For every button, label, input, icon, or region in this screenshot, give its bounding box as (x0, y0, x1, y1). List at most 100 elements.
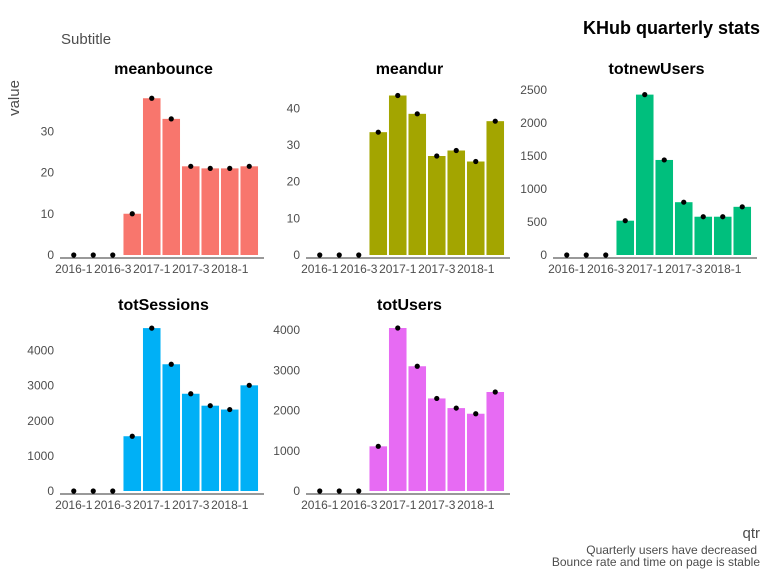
bar (201, 405, 220, 491)
x-tick-label: 2016-3 (340, 262, 378, 276)
data-point (622, 218, 628, 224)
bar (733, 206, 752, 255)
bar (142, 98, 161, 255)
data-point (720, 214, 726, 220)
panel-title: meanbounce (114, 61, 213, 78)
chart-title: KHub quarterly stats (583, 18, 760, 38)
x-tick-label: 2018-1 (211, 498, 249, 512)
y-tick-label: 1000 (27, 449, 54, 463)
x-tick-label: 2017-3 (418, 262, 456, 276)
x-tick-label: 2017-3 (665, 262, 703, 276)
y-tick-label: 4000 (273, 323, 300, 337)
x-tick-label: 2016-1 (55, 262, 93, 276)
data-point (129, 211, 135, 217)
panel-title: totUsers (377, 297, 442, 314)
bar (486, 121, 505, 256)
data-point (681, 199, 687, 205)
bar (447, 408, 466, 491)
data-point (375, 443, 381, 449)
y-tick-label: 1000 (273, 444, 300, 458)
data-point (317, 252, 323, 258)
data-point (492, 118, 498, 124)
data-point (168, 116, 174, 122)
bar (369, 446, 388, 491)
y-tick-label: 0 (540, 248, 547, 262)
data-point (188, 391, 194, 397)
bar (616, 220, 635, 255)
bar (240, 166, 259, 255)
bar (220, 168, 239, 255)
bar (447, 150, 466, 255)
y-tick-label: 20 (287, 175, 301, 189)
data-point (71, 488, 77, 494)
data-point (71, 252, 77, 258)
y-tick-label: 0 (47, 248, 54, 262)
bar (220, 409, 239, 491)
x-tick-label: 2017-1 (379, 262, 417, 276)
x-tick-label: 2016-1 (548, 262, 586, 276)
x-tick-label: 2018-1 (211, 262, 249, 276)
x-tick-label: 2018-1 (704, 262, 742, 276)
x-tick-label: 2018-1 (457, 262, 495, 276)
y-tick-label: 500 (527, 215, 547, 229)
data-point (188, 163, 194, 169)
x-tick-label: 2017-1 (379, 498, 417, 512)
x-tick-label: 2017-3 (172, 262, 210, 276)
y-tick-label: 3000 (273, 363, 300, 377)
bar (123, 436, 142, 491)
data-point (395, 325, 401, 331)
x-tick-label: 2017-1 (133, 262, 171, 276)
data-point (473, 158, 479, 165)
data-point (207, 165, 213, 171)
data-point (207, 403, 213, 409)
data-point (149, 325, 155, 331)
bar (466, 161, 485, 255)
y-tick-label: 20 (41, 166, 55, 180)
data-point (317, 488, 323, 494)
data-point (564, 252, 570, 258)
data-point (129, 433, 135, 439)
data-point (739, 204, 745, 210)
bar (408, 366, 427, 491)
data-point (227, 406, 233, 413)
data-point (642, 92, 648, 98)
bar (181, 166, 200, 255)
data-point (414, 363, 420, 369)
data-point (492, 389, 498, 395)
bar (369, 132, 388, 255)
bar (388, 328, 407, 491)
bar (123, 213, 142, 255)
bar (655, 159, 674, 255)
x-tick-label: 2016-1 (301, 498, 339, 512)
y-tick-label: 10 (41, 207, 55, 221)
y-tick-label: 30 (41, 124, 55, 138)
data-point (227, 165, 233, 171)
data-point (336, 488, 342, 494)
bar (162, 364, 181, 491)
panel-title: totSessions (118, 297, 209, 314)
chart-subtitle: Subtitle (61, 31, 111, 48)
data-point (434, 395, 440, 402)
caption-line-2: Bounce rate and time on page is stable (552, 555, 760, 569)
y-tick-label: 4000 (27, 344, 54, 358)
y-tick-label: 1000 (520, 182, 547, 196)
data-point (395, 92, 401, 99)
y-tick-label: 10 (287, 211, 301, 225)
data-point (453, 147, 459, 154)
bar (240, 385, 259, 491)
y-tick-label: 2000 (273, 404, 300, 418)
x-tick-label: 2016-3 (587, 262, 625, 276)
bar (388, 95, 407, 255)
data-point (375, 129, 381, 135)
x-tick-label: 2017-3 (172, 498, 210, 512)
data-point (168, 361, 174, 367)
data-point (246, 163, 252, 169)
data-point (661, 157, 667, 163)
bar (713, 216, 732, 255)
x-axis-title: qtr (742, 525, 760, 542)
y-axis-title: value (6, 80, 23, 116)
y-tick-label: 3000 (27, 379, 54, 393)
x-tick-label: 2016-3 (94, 498, 132, 512)
